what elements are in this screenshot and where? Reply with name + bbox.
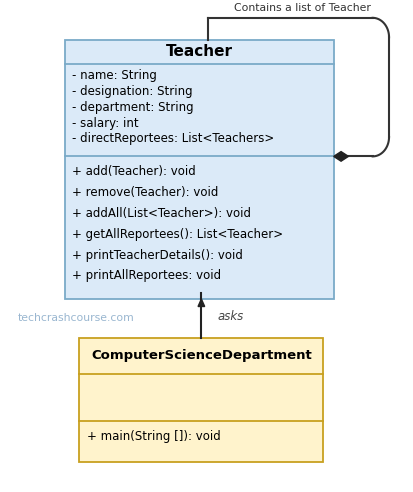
Text: - department: String: - department: String — [72, 101, 194, 114]
Text: techcrashcourse.com: techcrashcourse.com — [18, 313, 135, 323]
Text: + main(String []): void: + main(String []): void — [87, 430, 221, 443]
Text: ComputerScienceDepartment: ComputerScienceDepartment — [91, 349, 312, 362]
Text: + remove(Teacher): void: + remove(Teacher): void — [72, 185, 219, 199]
Polygon shape — [334, 152, 349, 161]
Text: - directReportees: List<Teachers>: - directReportees: List<Teachers> — [72, 132, 275, 146]
Bar — [65, 40, 334, 299]
Text: - name: String: - name: String — [72, 69, 157, 82]
Text: + printTeacherDetails(): void: + printTeacherDetails(): void — [72, 248, 243, 262]
Bar — [79, 338, 323, 461]
Text: + printAllReportees: void: + printAllReportees: void — [72, 270, 221, 282]
Text: asks: asks — [218, 309, 244, 323]
Text: + addAll(List<Teacher>): void: + addAll(List<Teacher>): void — [72, 207, 252, 219]
Text: Teacher: Teacher — [166, 44, 233, 60]
Text: + getAllReportees(): List<Teacher>: + getAllReportees(): List<Teacher> — [72, 227, 283, 241]
Text: Contains a list of Teacher: Contains a list of Teacher — [235, 3, 371, 13]
Text: - salary: int: - salary: int — [72, 117, 139, 129]
Text: + add(Teacher): void: + add(Teacher): void — [72, 165, 196, 178]
Text: - designation: String: - designation: String — [72, 85, 193, 98]
Polygon shape — [198, 299, 205, 307]
